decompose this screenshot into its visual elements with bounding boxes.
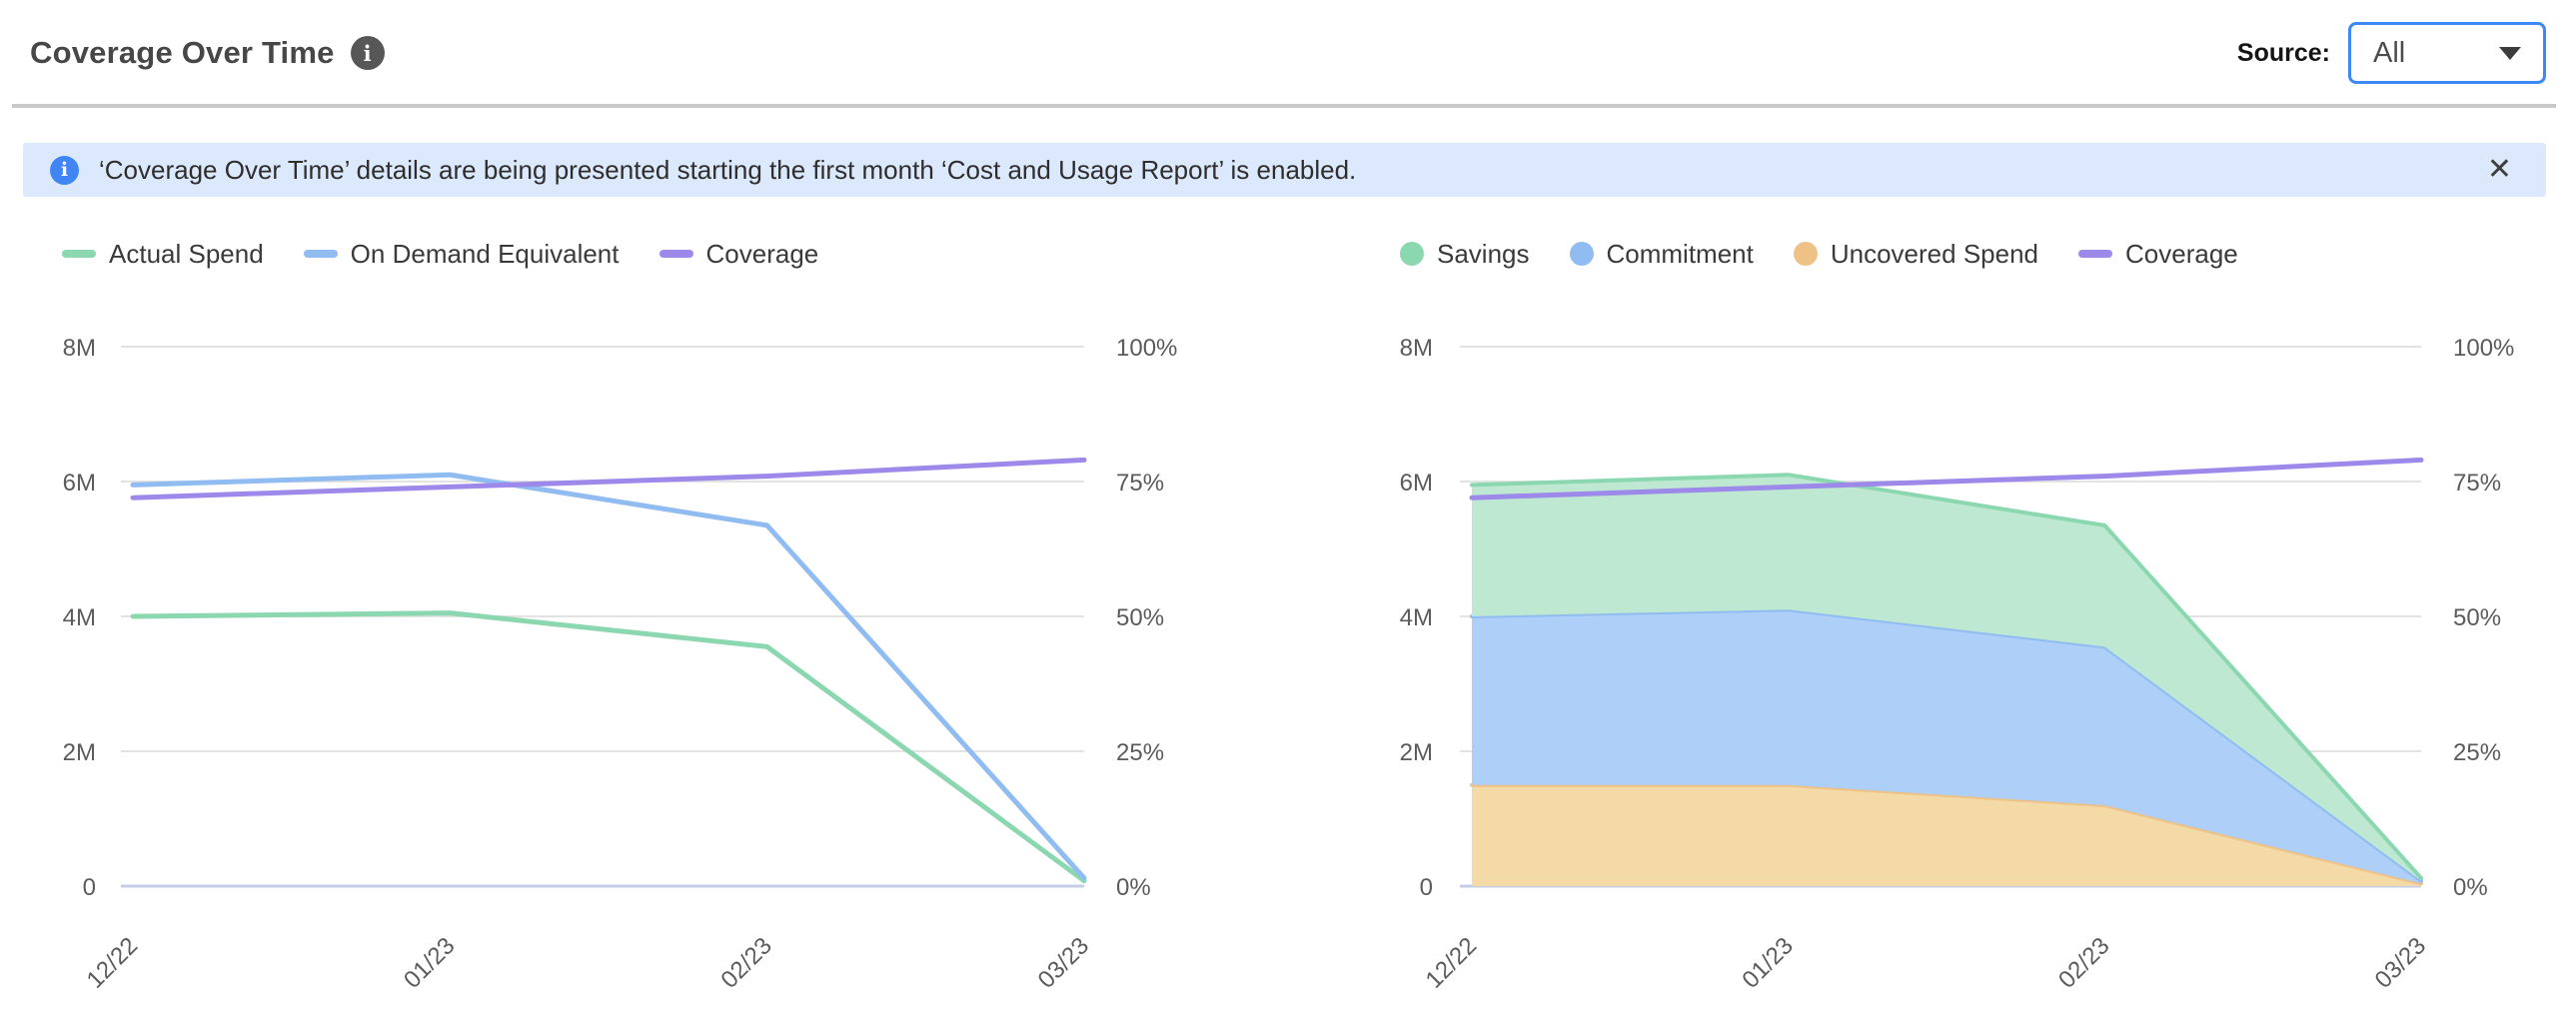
info-icon: i (50, 155, 79, 185)
header-divider (12, 104, 2556, 108)
legend-item-commitment[interactable]: Commitment (1569, 238, 1754, 270)
y-axis-left-tick-label: 0 (83, 874, 96, 901)
legend-label: Uncovered Spend (1830, 238, 2038, 269)
info-icon[interactable]: i (350, 36, 385, 70)
series-area-uncovered-spend[interactable] (1472, 784, 2421, 886)
y-axis-right-tick-label: 0% (2453, 874, 2488, 901)
coverage-line-chart: 0 0% 2M 25% 4M 50% 6M 75% 8M 100% 12/22 01/23 02/23 0… (63, 335, 1178, 994)
x-axis-tick-label: 01/23 (399, 932, 461, 994)
y-axis-left-tick-label: 6M (63, 470, 96, 497)
x-axis-tick-label: 02/23 (2053, 932, 2115, 994)
source-dropdown[interactable]: All (2348, 22, 2546, 84)
y-axis-left-tick-label: 4M (63, 604, 96, 631)
coverage-area-chart: 0 0% 2M 25% 4M 50% 6M 75% 8M 100% 12/22 01/23 02/23 0… (1400, 335, 2515, 994)
y-axis-right-tick-label: 25% (2453, 739, 2501, 766)
legend-item-on-demand-equivalent[interactable]: On Demand Equivalent (303, 238, 620, 270)
x-axis-tick-label: 03/23 (1033, 932, 1095, 994)
y-axis-right-tick-label: 100% (1116, 335, 1177, 362)
source-label: Source: (2236, 38, 2330, 67)
y-axis-right-tick-label: 25% (1116, 739, 1164, 766)
line-marker-icon (62, 250, 96, 258)
x-axis-tick-label: 01/23 (1737, 932, 1799, 994)
legend-label: Commitment (1606, 238, 1754, 269)
y-axis-right-tick-label: 0% (1116, 874, 1151, 901)
info-banner: i ‘Coverage Over Time’ details are being… (23, 143, 2546, 197)
source-filter: Source: All (2237, 22, 2546, 84)
x-axis-tick-label: 03/23 (2370, 932, 2432, 994)
series-area-edge-savings (1470, 473, 2423, 880)
legend-item-coverage[interactable]: Coverage (658, 238, 819, 270)
legend-item-actual-spend[interactable]: Actual Spend (62, 239, 264, 270)
series-area-commitment[interactable] (1472, 609, 2421, 884)
page-title: Coverage Over Time (30, 35, 335, 70)
y-axis-left-tick-label: 2M (63, 739, 96, 766)
legend-item-uncovered-spend[interactable]: Uncovered Spend (1793, 238, 2038, 270)
y-axis-right-tick-label: 50% (1116, 604, 1164, 631)
banner-text: ‘Coverage Over Time’ details are being p… (99, 154, 1357, 185)
area-chart-legend: Savings Commitment Uncovered Spend Coverage (1400, 237, 2238, 271)
legend-label: Actual Spend (109, 238, 264, 269)
header-title-group: Coverage Over Time i (30, 35, 385, 71)
legend-item-coverage[interactable]: Coverage (2078, 239, 2238, 270)
y-axis-right-tick-label: 100% (2453, 335, 2514, 362)
series-area-savings[interactable] (1472, 475, 2421, 881)
legend-label: Coverage (705, 238, 819, 269)
close-icon[interactable]: ✕ (2486, 153, 2512, 186)
line-marker-icon (658, 250, 693, 258)
y-axis-left-tick-label: 0 (1420, 874, 1433, 901)
line-chart-legend: Actual Spend On Demand Equivalent Coverage (62, 237, 818, 271)
dot-marker-icon (1569, 242, 1594, 266)
y-axis-left-tick-label: 4M (1400, 604, 1433, 631)
line-marker-icon (303, 250, 338, 258)
y-axis-left-tick-label: 6M (1400, 470, 1433, 497)
dot-marker-icon (1400, 242, 1424, 266)
y-axis-right-tick-label: 75% (2453, 470, 2501, 497)
legend-label: On Demand Equivalent (350, 238, 620, 269)
y-axis-right-tick-label: 75% (1116, 470, 1164, 497)
series-line-on-demand-equivalent[interactable] (130, 472, 1087, 881)
x-axis-tick-label: 12/22 (1421, 932, 1483, 994)
dot-marker-icon (1793, 242, 1818, 266)
series-line-coverage[interactable] (1469, 457, 2424, 501)
series-line-coverage[interactable] (130, 457, 1087, 501)
series-line-actual-spend[interactable] (130, 610, 1087, 884)
chevron-down-icon (2499, 46, 2521, 60)
legend-label: Coverage (2125, 238, 2238, 269)
y-axis-right-tick-label: 50% (2453, 604, 2501, 631)
y-axis-left-tick-label: 8M (63, 335, 96, 362)
x-axis-tick-label: 12/22 (82, 932, 144, 994)
legend-label: Savings (1437, 238, 1530, 269)
line-marker-icon (2078, 250, 2112, 258)
legend-item-savings[interactable]: Savings (1400, 239, 1530, 270)
y-axis-left-tick-label: 8M (1400, 335, 1433, 362)
y-axis-left-tick-label: 2M (1400, 739, 1433, 766)
source-dropdown-value: All (2373, 36, 2406, 69)
header: Coverage Over Time i Source: All (0, 0, 2576, 106)
x-axis-tick-label: 02/23 (715, 932, 777, 994)
